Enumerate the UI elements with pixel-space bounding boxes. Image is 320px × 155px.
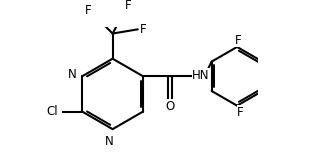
Text: Cl: Cl xyxy=(46,105,58,118)
Text: F: F xyxy=(237,106,244,119)
Text: HN: HN xyxy=(192,69,210,82)
Text: F: F xyxy=(125,0,132,12)
Text: N: N xyxy=(105,135,114,148)
Text: O: O xyxy=(165,100,175,113)
Text: F: F xyxy=(235,34,241,47)
Text: F: F xyxy=(85,4,92,17)
Text: N: N xyxy=(68,68,76,81)
Text: F: F xyxy=(140,23,147,36)
